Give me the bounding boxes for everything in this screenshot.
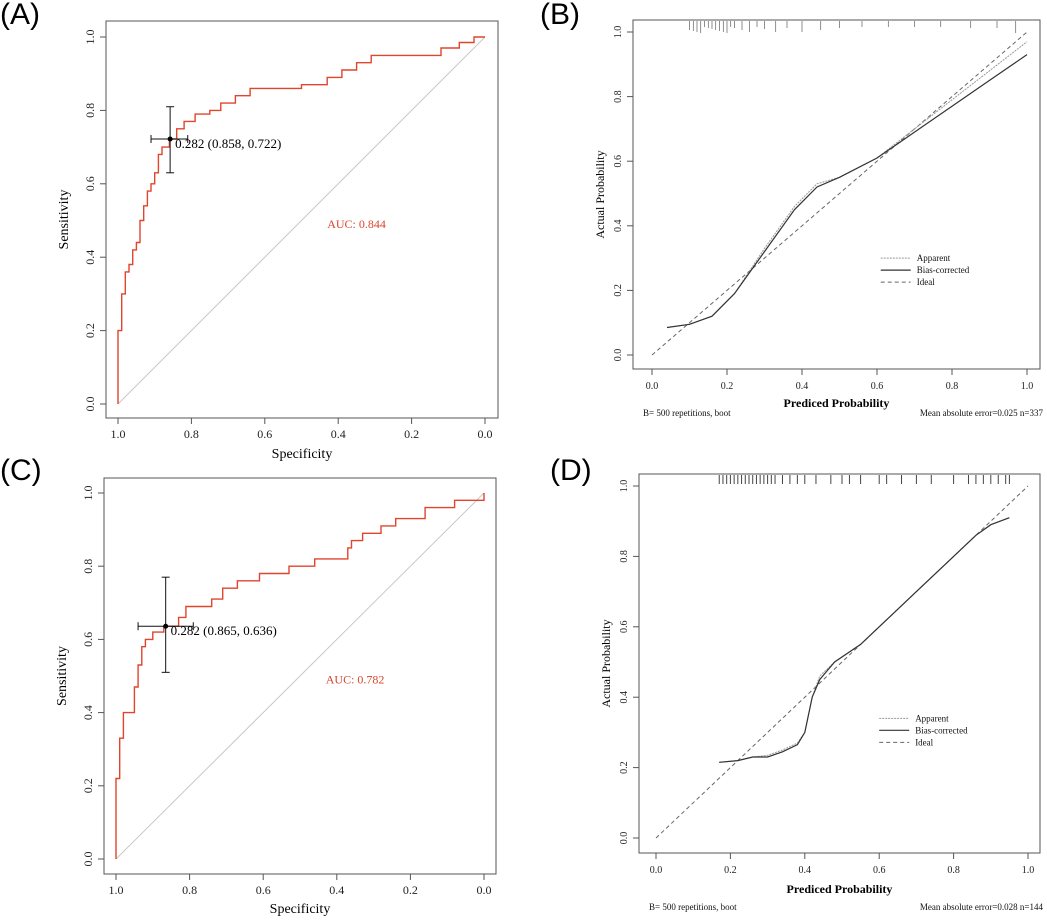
legend-label: Apparent <box>917 253 951 263</box>
x-tick-label: 0.0 <box>477 883 492 897</box>
y-tick-label: 0.6 <box>613 155 624 168</box>
y-tick-label: 0.2 <box>619 761 630 774</box>
y-tick-label: 1.0 <box>613 26 624 39</box>
plot-frame <box>103 477 497 875</box>
panel-c-roc: (C) 0.0 0.2 0.4 0.6 0.8 1.0 1.0 0.8 0.6 0.4 0.2 0.0 S… <box>0 454 497 917</box>
panel-label: (B) <box>540 0 580 31</box>
x-tick-label: 0.8 <box>946 381 959 392</box>
x-tick-label: 1.0 <box>109 883 124 897</box>
plot-frame <box>632 19 1041 370</box>
x-axis-title: Specificity <box>270 902 331 917</box>
threshold-point <box>163 623 169 629</box>
x-tick-label: 0.4 <box>796 381 809 392</box>
x-tick-label: 0.6 <box>257 427 272 441</box>
x-tick-label: 0.6 <box>256 883 271 897</box>
y-tick-label: 0.4 <box>83 250 97 265</box>
panel-d-calibration: (D) 0.0 0.2 0.4 0.6 0.8 1.0 0.0 0.2 0.4 0.6 0.8 1.0 P… <box>550 454 1043 912</box>
y-tick-label: 0.0 <box>619 832 630 845</box>
legend-label: Ideal <box>917 277 935 287</box>
chance-diagonal <box>117 36 486 405</box>
y-tick-label: 1.0 <box>81 486 95 501</box>
legend-label: Apparent <box>915 713 949 723</box>
y-axis-title: Actual Probability <box>599 619 613 707</box>
y-tick-label: 0.2 <box>81 778 95 793</box>
x-tick-label: 0.4 <box>331 427 346 441</box>
footer-left: B= 500 repetitions, boot <box>643 408 731 418</box>
y-tick-label: 0.2 <box>613 284 624 297</box>
ideal-line <box>655 485 1029 839</box>
plot-frame <box>638 473 1041 854</box>
panel-label: (A) <box>0 0 40 31</box>
y-tick-label: 1.0 <box>83 30 97 45</box>
x-tick-label: 0.4 <box>799 865 812 876</box>
y-tick-label: 0.8 <box>613 90 624 103</box>
y-tick-label: 0.0 <box>613 349 624 362</box>
panel-label: (D) <box>550 454 592 487</box>
x-tick-label: 0.0 <box>646 381 659 392</box>
panel-b-calibration: (B) 0.0 0.2 0.4 0.6 0.8 1.0 0.0 0.2 0.4 0.6 0.8 1.0 P… <box>540 0 1043 418</box>
auc-label: AUC: 0.782 <box>326 672 385 686</box>
panel-a-roc: (A) 0.0 0.2 0.4 0.6 0.8 1.0 1.0 0.8 0.6 0.4 0.2 0.0 S… <box>0 0 499 462</box>
threshold-label: 0.282 (0.858, 0.722) <box>175 136 281 151</box>
x-tick-label: 1.0 <box>111 427 126 441</box>
x-axis-title: Prediced Probability <box>784 396 890 410</box>
y-tick-label: 0.0 <box>81 852 95 867</box>
y-tick-label: 0.8 <box>81 559 95 574</box>
legend-label: Bias-corrected <box>917 265 970 275</box>
y-tick-label: 0.6 <box>83 176 97 191</box>
footer-right: Mean absolute error=0.025 n=337 <box>920 408 1044 418</box>
x-tick-label: 0.8 <box>947 865 960 876</box>
x-tick-label: 0.6 <box>873 865 886 876</box>
x-axis-title: Prediced Probability <box>787 882 893 896</box>
y-axis-title: Sensitivity <box>55 646 70 706</box>
y-axis-title: Actual Probability <box>593 150 607 238</box>
threshold-point <box>167 136 173 142</box>
footer-left: B= 500 repetitions, boot <box>649 902 737 912</box>
x-tick-label: 0.0 <box>650 865 663 876</box>
plot-frame <box>105 20 499 419</box>
legend-label: Bias-corrected <box>915 725 968 735</box>
chance-diagonal <box>115 492 485 860</box>
y-tick-label: 0.8 <box>83 103 97 118</box>
apparent-curve <box>666 41 1028 328</box>
auc-label: AUC: 0.844 <box>327 217 386 231</box>
x-tick-label: 0.8 <box>184 427 199 441</box>
y-tick-label: 0.8 <box>619 550 630 563</box>
x-tick-label: 0.6 <box>871 381 884 392</box>
x-tick-label: 1.0 <box>1022 865 1035 876</box>
x-axis-title: Specificity <box>272 447 333 462</box>
roc-curve <box>117 36 485 404</box>
bias-corrected-curve <box>719 517 1010 763</box>
panel-label: (C) <box>0 454 42 487</box>
y-tick-label: 0.2 <box>83 323 97 338</box>
x-tick-label: 0.2 <box>724 865 737 876</box>
bias-corrected-curve <box>666 54 1028 329</box>
y-tick-label: 0.0 <box>83 397 97 412</box>
y-tick-label: 0.4 <box>619 691 630 704</box>
x-tick-label: 0.0 <box>478 427 493 441</box>
y-axis-title: Sensitivity <box>57 190 72 250</box>
threshold-label: 0.282 (0.865, 0.636) <box>171 623 277 638</box>
roc-curve <box>115 493 485 859</box>
y-tick-label: 0.6 <box>619 621 630 634</box>
y-tick-label: 0.6 <box>81 632 95 647</box>
y-tick-label: 1.0 <box>619 480 630 493</box>
ideal-line <box>651 31 1028 356</box>
x-tick-label: 0.4 <box>329 883 344 897</box>
x-tick-label: 0.8 <box>182 883 197 897</box>
x-tick-label: 1.0 <box>1021 381 1034 392</box>
x-tick-label: 0.2 <box>404 427 419 441</box>
legend-label: Ideal <box>915 737 933 747</box>
x-tick-label: 0.2 <box>721 381 734 392</box>
x-tick-label: 0.2 <box>403 883 418 897</box>
y-tick-label: 0.4 <box>81 705 95 720</box>
footer-right: Mean absolute error=0.028 n=144 <box>920 902 1044 912</box>
y-tick-label: 0.4 <box>613 220 624 233</box>
